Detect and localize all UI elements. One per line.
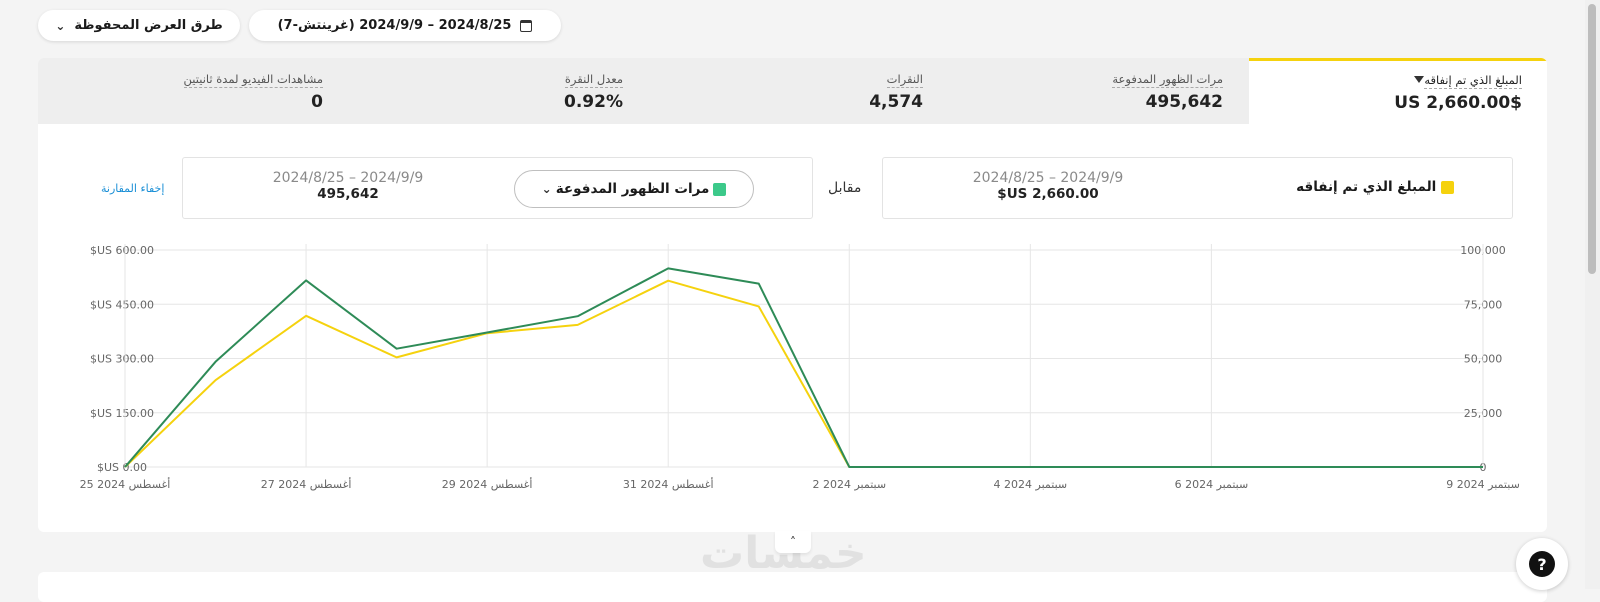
x-tick-label: 9 سبتمبر 2024 (1446, 478, 1520, 491)
metric-label: مشاهدات الفيديو لمدة ثانيتين (183, 72, 323, 88)
metrics-card: المبلغ الذي تم إنفاقه $US 2,660.00 مرات … (38, 58, 1547, 532)
metric-clicks[interactable]: النقرات 4,574 (648, 58, 948, 124)
series-line-paid-impressions (124, 267, 1483, 468)
y-left-tick-label: $US 600.00 (90, 244, 154, 257)
secondary-value: 495,642 (317, 186, 379, 202)
metric-label: مرات الظهور المدفوعة (1112, 72, 1223, 88)
primary-value: $US 2,660.00 (997, 186, 1099, 202)
primary-metric-box: المبلغ الذي تم إنفاقه 2024/8/25 – 2024/9… (882, 157, 1513, 219)
metrics-bar: المبلغ الذي تم إنفاقه $US 2,660.00 مرات … (38, 58, 1547, 124)
page-scrollbar[interactable] (1585, 0, 1600, 589)
x-tick-label: 29 أغسطس 2024 (442, 477, 533, 491)
yellow-swatch-icon (1441, 180, 1454, 194)
primary-metric-label: المبلغ الذي تم إنفاقه (1296, 179, 1437, 195)
metric-amount-spent[interactable]: المبلغ الذي تم إنفاقه $US 2,660.00 (1249, 58, 1547, 124)
x-tick-label: 27 أغسطس 2024 (261, 477, 352, 491)
chevron-up-icon[interactable]: ˄ (775, 531, 811, 553)
performance-line-chart: $US 0.00 0$US 150.00 25,000$US 300.00 50,00… (80, 244, 1520, 491)
y-left-tick-label: $US 450.00 (90, 298, 154, 311)
metric-video-views[interactable]: مشاهدات الفيديو لمدة ثانيتين 0 (38, 58, 348, 124)
primary-range-block: 2024/8/25 – 2024/9/9 $US 2,660.00 (923, 170, 1173, 202)
metric-label: النقرات (886, 72, 923, 88)
date-range-picker[interactable]: 2024/8/25 – 2024/9/9 (غرينتش-7) (249, 10, 561, 41)
x-tick-label: 4 سبتمبر 2024 (994, 478, 1068, 491)
x-tick-label: 25 أغسطس 2024 (80, 477, 171, 491)
date-range-label: 2024/8/25 – 2024/9/9 (غرينتش-7) (277, 18, 512, 33)
metric-paid-impressions[interactable]: مرات الظهور المدفوعة 495,642 (948, 58, 1248, 124)
primary-range: 2024/8/25 – 2024/9/9 (972, 170, 1124, 186)
metric-value: 495,642 (1145, 92, 1223, 112)
secondary-metric-dropdown[interactable]: مرات الظهور المدفوعة ⌄ (514, 170, 754, 208)
x-tick-label: 31 أغسطس 2024 (623, 477, 714, 491)
chevron-down-icon: ⌄ (541, 182, 552, 196)
metric-label: معدل النقرة (564, 72, 623, 88)
metric-ctr[interactable]: معدل النقرة 0.92% (348, 58, 648, 124)
y-left-tick-label: $US 0.00 (97, 461, 147, 474)
green-swatch-icon (713, 182, 727, 196)
y-left-tick-label: $US 300.00 (90, 353, 154, 366)
metric-value: 4,574 (869, 92, 923, 112)
scroll-thumb[interactable] (1588, 4, 1596, 274)
secondary-range-block: 2024/8/25 – 2024/9/9 495,642 (223, 170, 473, 202)
help-chat-button[interactable]: ? (1516, 538, 1568, 590)
saved-views-label: طرق العرض المحفوظة (74, 18, 223, 33)
hide-comparison-link[interactable]: إخفاء المقارنة (101, 182, 165, 195)
saved-views-dropdown[interactable]: طرق العرض المحفوظة ⌄ (38, 10, 240, 41)
secondary-range: 2024/8/25 – 2024/9/9 (272, 170, 424, 186)
x-tick-label: 2 سبتمبر 2024 (812, 478, 886, 491)
x-tick-label: 6 سبتمبر 2024 (1175, 478, 1249, 491)
chevron-down-icon: ⌄ (55, 18, 66, 33)
calendar-icon (520, 19, 533, 32)
primary-metric-legend: المبلغ الذي تم إنفاقه (1296, 179, 1454, 195)
y-left-tick-label: $US 150.00 (90, 407, 154, 420)
metric-value: 0 (311, 92, 323, 112)
caret-down-icon[interactable] (1414, 76, 1425, 83)
help-chat-icon: ? (1529, 551, 1555, 577)
metric-label: المبلغ الذي تم إنفاقه (1424, 73, 1522, 89)
secondary-metric-label: مرات الظهور المدفوعة (555, 181, 710, 197)
metric-value: 0.92% (564, 92, 623, 112)
metric-value: $US 2,660.00 (1394, 93, 1522, 113)
versus-label: مقابل (828, 180, 862, 196)
